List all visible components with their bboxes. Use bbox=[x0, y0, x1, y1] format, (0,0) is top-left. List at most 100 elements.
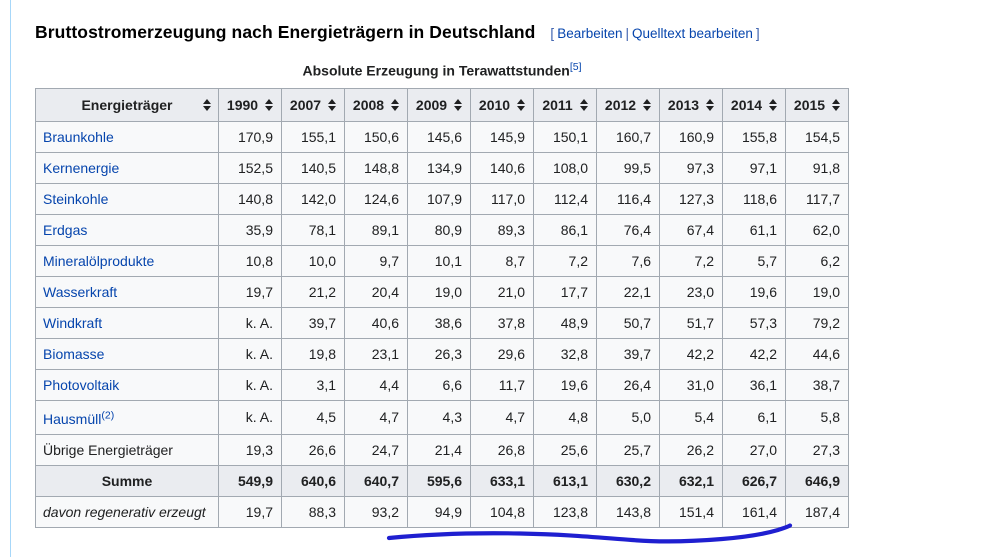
row-link-hausmuell[interactable]: Hausmüll(2) bbox=[43, 409, 115, 428]
column-header-2008[interactable]: 2008 bbox=[344, 87, 408, 122]
table-row-regenerativ: davon regenerativ erzeugt 19,7 88,3 93,2… bbox=[35, 496, 849, 529]
cell-value: 145,9 bbox=[470, 120, 534, 153]
cell-value: 39,7 bbox=[281, 306, 345, 339]
cell-value: 150,1 bbox=[533, 120, 597, 153]
edit-separator: | bbox=[625, 26, 630, 41]
column-header-1990[interactable]: 1990 bbox=[218, 87, 282, 122]
footnote-ref-5-link[interactable]: [5] bbox=[569, 61, 582, 73]
cell-value: 10,0 bbox=[281, 244, 345, 277]
cell-value: 4,5 bbox=[281, 399, 345, 436]
cell-value: 155,1 bbox=[281, 120, 345, 153]
sort-icon bbox=[769, 98, 778, 111]
cell-value: 160,9 bbox=[659, 120, 723, 153]
row-label-cell: Mineralölprodukte bbox=[35, 244, 219, 277]
row-label-text: Hausmüll bbox=[43, 411, 102, 428]
sort-icon bbox=[643, 98, 652, 111]
cell-value: 26,6 bbox=[281, 434, 345, 467]
cell-value: 117,0 bbox=[470, 182, 534, 215]
column-header-energietraeger[interactable]: Energieträger bbox=[35, 87, 219, 122]
cell-value: k. A. bbox=[218, 399, 282, 436]
cell-value: 142,0 bbox=[281, 182, 345, 215]
footnote-ref-2[interactable]: (2) bbox=[101, 409, 115, 422]
cell-value: 116,4 bbox=[596, 182, 660, 215]
cell-value: k. A. bbox=[218, 337, 282, 370]
column-header-2012[interactable]: 2012 bbox=[596, 87, 660, 122]
cell-value: 80,9 bbox=[407, 213, 471, 246]
row-link-wasserkraft[interactable]: Wasserkraft bbox=[43, 283, 118, 300]
row-link-windkraft[interactable]: Windkraft bbox=[43, 314, 103, 331]
summe-value: 646,9 bbox=[785, 465, 849, 498]
sort-icon bbox=[706, 98, 715, 111]
cell-value: 21,4 bbox=[407, 434, 471, 467]
cell-value: 51,7 bbox=[659, 306, 723, 339]
regenerativ-label: davon regenerativ erzeugt bbox=[35, 496, 219, 529]
table-row-uebrige-energietraeger: Übrige Energieträger 19,3 26,6 24,7 21,4… bbox=[35, 434, 849, 467]
cell-value: 94,9 bbox=[407, 496, 471, 529]
cell-value: 26,2 bbox=[659, 434, 723, 467]
cell-value: 79,2 bbox=[785, 306, 849, 339]
table-row-hausmuell: Hausmüll(2) k. A. 4,5 4,7 4,3 4,7 4,8 5,… bbox=[35, 399, 849, 436]
cell-value: 5,8 bbox=[785, 399, 849, 436]
row-link-biomasse[interactable]: Biomasse bbox=[43, 345, 105, 362]
sort-icon bbox=[328, 98, 337, 111]
cell-value: 31,0 bbox=[659, 368, 723, 401]
column-header-2011[interactable]: 2011 bbox=[533, 87, 597, 122]
cell-value: 20,4 bbox=[344, 275, 408, 308]
row-link-mineraloelprodukte[interactable]: Mineralölprodukte bbox=[43, 252, 155, 269]
header-row: Energieträger 1990 2007 2008 2009 2010 2… bbox=[35, 87, 849, 122]
column-header-2010[interactable]: 2010 bbox=[470, 87, 534, 122]
row-link-photovoltaik[interactable]: Photovoltaik bbox=[43, 376, 120, 393]
summe-value: 640,6 bbox=[281, 465, 345, 498]
cell-value: 170,9 bbox=[218, 120, 282, 153]
column-header-2015[interactable]: 2015 bbox=[785, 87, 849, 122]
column-header-label: 2007 bbox=[289, 96, 322, 113]
column-header-label: Energieträger bbox=[81, 96, 173, 113]
summe-value: 640,7 bbox=[344, 465, 408, 498]
row-link-kernenergie[interactable]: Kernenergie bbox=[43, 159, 120, 176]
sort-icon bbox=[265, 98, 274, 111]
cell-value: 7,6 bbox=[596, 244, 660, 277]
column-header-2013[interactable]: 2013 bbox=[659, 87, 723, 122]
sort-icon bbox=[832, 98, 841, 111]
cell-value: 7,2 bbox=[659, 244, 723, 277]
cell-value: 161,4 bbox=[722, 496, 786, 529]
cell-value: 145,6 bbox=[407, 120, 471, 153]
cell-value: 150,6 bbox=[344, 120, 408, 153]
column-header-2009[interactable]: 2009 bbox=[407, 87, 471, 122]
section-heading-row: Bruttostromerzeugung nach Energieträgern… bbox=[35, 22, 935, 43]
cell-value: 22,1 bbox=[596, 275, 660, 308]
summe-value: 549,9 bbox=[218, 465, 282, 498]
energy-generation-table: Absolute Erzeugung in Terawattstunden[5]… bbox=[35, 60, 849, 529]
cell-value: 27,3 bbox=[785, 434, 849, 467]
cell-value: k. A. bbox=[218, 368, 282, 401]
summe-value: 632,1 bbox=[659, 465, 723, 498]
cell-value: 118,6 bbox=[722, 182, 786, 215]
cell-value: 23,0 bbox=[659, 275, 723, 308]
cell-value: 44,6 bbox=[785, 337, 849, 370]
cell-value: 5,0 bbox=[596, 399, 660, 436]
cell-value: 25,7 bbox=[596, 434, 660, 467]
column-header-2014[interactable]: 2014 bbox=[722, 87, 786, 122]
cell-value: 6,6 bbox=[407, 368, 471, 401]
column-header-label: 2010 bbox=[478, 96, 511, 113]
table-row-mineraloelprodukte: Mineralölprodukte 10,8 10,0 9,7 10,1 8,7… bbox=[35, 244, 849, 277]
row-link-steinkohle[interactable]: Steinkohle bbox=[43, 190, 109, 207]
edit-bracket-close: ] bbox=[755, 26, 760, 41]
cell-value: 19,6 bbox=[722, 275, 786, 308]
edit-source-link[interactable]: Quelltext bearbeiten bbox=[632, 26, 753, 41]
cell-value: 3,1 bbox=[281, 368, 345, 401]
table-row-steinkohle: Steinkohle 140,8 142,0 124,6 107,9 117,0… bbox=[35, 182, 849, 215]
sort-icon bbox=[517, 98, 526, 111]
cell-value: 143,8 bbox=[596, 496, 660, 529]
column-header-2007[interactable]: 2007 bbox=[281, 87, 345, 122]
column-header-label: 2008 bbox=[352, 96, 385, 113]
row-link-erdgas[interactable]: Erdgas bbox=[43, 221, 88, 238]
cell-value: 21,2 bbox=[281, 275, 345, 308]
row-label-cell: Windkraft bbox=[35, 306, 219, 339]
cell-value: 97,3 bbox=[659, 151, 723, 184]
cell-value: 187,4 bbox=[785, 496, 849, 529]
edit-link[interactable]: Bearbeiten bbox=[557, 26, 623, 41]
column-header-label: 2015 bbox=[793, 96, 826, 113]
row-link-braunkohle[interactable]: Braunkohle bbox=[43, 128, 114, 145]
cell-value: 107,9 bbox=[407, 182, 471, 215]
